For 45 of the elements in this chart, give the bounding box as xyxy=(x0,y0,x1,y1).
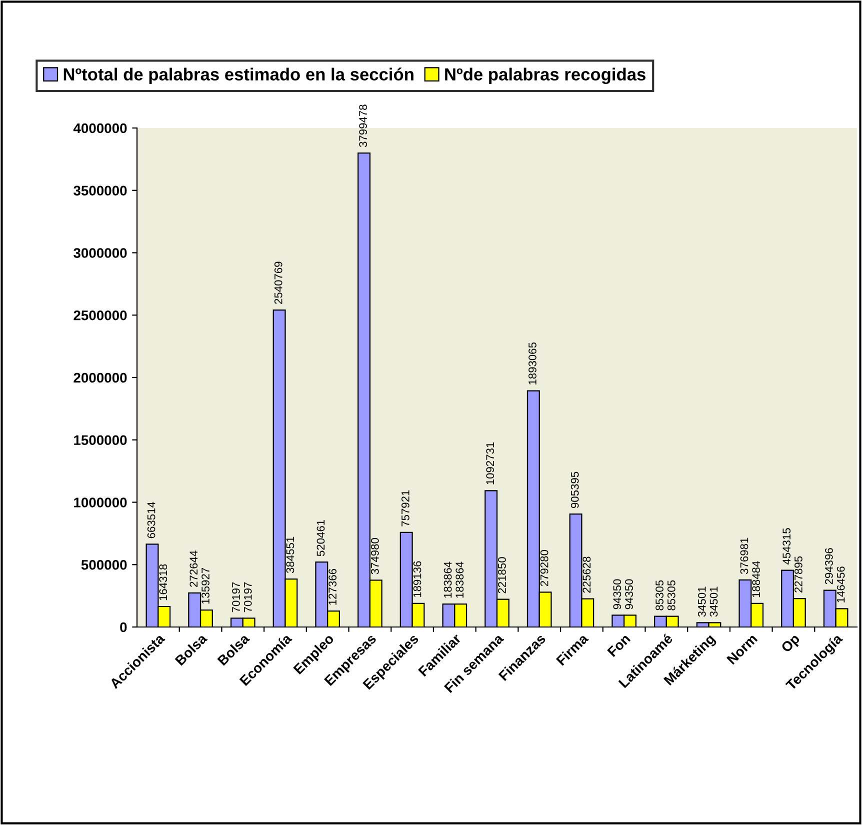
data-label: 85305 xyxy=(656,580,664,610)
data-label: 3799478 xyxy=(359,104,367,148)
data-label: 279280 xyxy=(540,550,548,586)
y-tick-label: 2000000 xyxy=(74,372,127,383)
data-label: 294396 xyxy=(825,548,833,584)
y-tick-label: 1500000 xyxy=(74,435,127,446)
data-label: 2540769 xyxy=(274,262,282,304)
data-label: 34501 xyxy=(710,586,718,617)
data-label: 164318 xyxy=(159,564,168,600)
y-tick-label: 3500000 xyxy=(74,186,127,196)
data-label: 135927 xyxy=(202,568,210,604)
y-tick-label: 500000 xyxy=(81,560,127,570)
data-label: 663514 xyxy=(147,502,156,538)
legend-label: Nºtotal de palabras estimado en la sección xyxy=(64,68,414,84)
data-label: 384551 xyxy=(286,536,294,574)
y-tick-label: 3000000 xyxy=(74,248,127,258)
data-label: 94350 xyxy=(625,579,633,610)
data-label: 1893065 xyxy=(528,342,536,384)
data-label: 70197 xyxy=(232,582,240,612)
y-tick-label: 2500000 xyxy=(74,310,127,320)
data-label: 905395 xyxy=(570,472,579,508)
data-label: 85305 xyxy=(667,580,676,610)
data-label: 272644 xyxy=(190,550,198,587)
data-label: 34501 xyxy=(698,586,706,617)
data-label: 189136 xyxy=(413,561,422,598)
data-label: 376981 xyxy=(740,538,748,574)
data-label: 183864 xyxy=(444,562,452,598)
data-label: 221850 xyxy=(498,557,506,594)
data-label: 188484 xyxy=(752,561,760,598)
y-tick-label: 0 xyxy=(120,622,127,632)
data-label: 520461 xyxy=(316,520,325,556)
data-label: 757921 xyxy=(401,490,410,526)
y-tick-label: 4000000 xyxy=(73,123,127,134)
data-label: 94350 xyxy=(613,579,622,610)
data-label: 227895 xyxy=(794,556,802,592)
data-label: 374980 xyxy=(370,538,379,574)
data-label: 183864 xyxy=(456,562,464,598)
legend-label: Nºde palabras recogidas xyxy=(445,68,646,84)
data-label: 146456 xyxy=(836,566,845,602)
data-label: 454315 xyxy=(782,528,791,565)
y-tick-label: 1000000 xyxy=(74,498,127,508)
data-label: 127366 xyxy=(328,568,336,605)
data-label: 1092731 xyxy=(486,442,494,484)
data-label: 70197 xyxy=(244,582,252,612)
data-label: 225628 xyxy=(582,556,591,593)
